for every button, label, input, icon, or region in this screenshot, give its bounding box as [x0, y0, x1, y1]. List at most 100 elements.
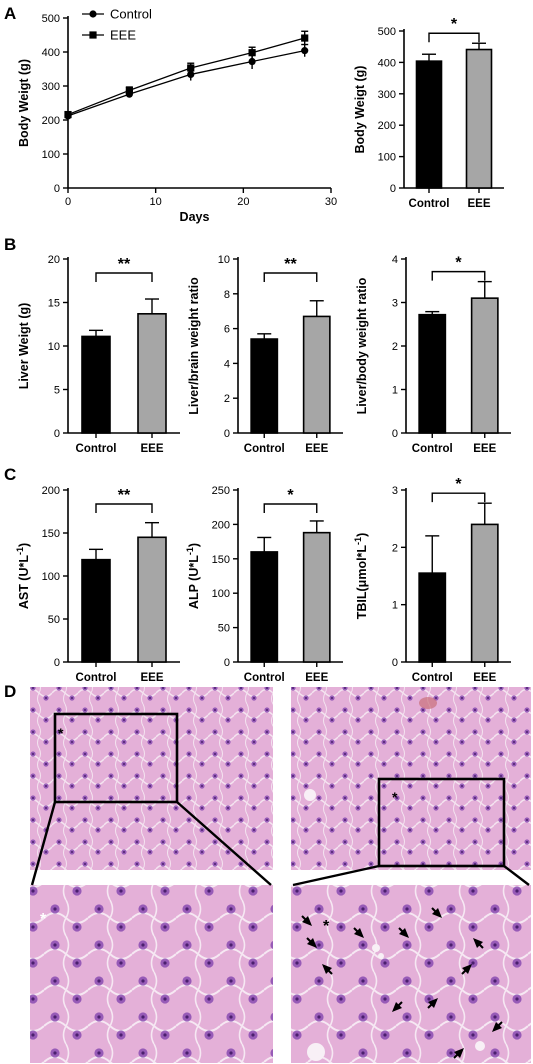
arrow-icon — [392, 1001, 403, 1012]
x-tick-label: EEE — [473, 672, 496, 684]
y-tick-label: 150 — [212, 554, 230, 566]
y-tick-label: 1 — [392, 385, 398, 397]
arrow-head — [492, 1022, 502, 1032]
chart-b1: 0 5 10 15 20 Liver Weigt (g) Control EEE ** — [17, 254, 180, 455]
x-tick-label: Control — [244, 672, 285, 684]
arrow-icon — [301, 915, 312, 926]
x-tick-label: EEE — [305, 443, 328, 455]
y-tick-label: 100 — [378, 152, 396, 164]
x-tick-label: 10 — [150, 196, 162, 208]
micrograph-asterisk: * — [323, 918, 330, 935]
y-tick-label: 1 — [392, 600, 398, 612]
point-eee — [301, 34, 309, 42]
y-tick-label: 0 — [392, 428, 398, 440]
micrograph-control-zoom — [30, 885, 273, 1063]
zoom-line — [503, 865, 530, 886]
chart-a-line: 0 100 200 300 400 500 Body Weigt (g) 0 10 20 30 Day… — [17, 7, 337, 225]
arrow-icon — [492, 1021, 503, 1032]
arrow-head — [302, 916, 312, 926]
point-control — [187, 70, 195, 79]
chart-c1: 0 50 100 150 200 AST (U*L-1) Control EEE ** — [15, 485, 180, 684]
x-tick-label: 20 — [237, 196, 249, 208]
legend-label-control: Control — [110, 7, 152, 22]
bar-eee — [470, 297, 499, 434]
y-tick-label: 300 — [42, 81, 60, 93]
legend-marker-square — [89, 31, 97, 39]
arrow-icon — [461, 964, 472, 975]
y-axis-label: ALP (U*L-1) — [185, 543, 201, 609]
y-tick-label: 6 — [224, 324, 230, 336]
x-axis-label: Days — [180, 210, 210, 224]
panel-letter-d: D — [4, 682, 16, 701]
significance-label: * — [455, 476, 462, 493]
arrow-icon — [453, 1048, 464, 1059]
panel-letter-a: A — [4, 4, 16, 23]
y-tick-label: 10 — [218, 254, 230, 266]
bar-control — [415, 60, 443, 189]
y-tick-label: 2 — [224, 393, 230, 405]
y-axis-label: Body Weigt (g) — [17, 59, 31, 147]
y-tick-label: 400 — [378, 57, 396, 69]
y-tick-label: 15 — [48, 298, 60, 310]
y-tick-label: 0 — [54, 657, 60, 669]
arrow-icon — [306, 937, 317, 948]
arrow-head — [428, 998, 438, 1008]
significance-bracket — [95, 272, 153, 282]
arrow-icon — [322, 964, 333, 975]
significance-bracket — [431, 492, 486, 503]
point-eee — [248, 49, 256, 57]
chart-b2: 0 2 4 6 8 10 Liver/brain weight ratio Control EE… — [187, 254, 343, 455]
y-tick-label: 4 — [392, 254, 398, 266]
y-tick-label: 2 — [392, 341, 398, 353]
zoom-line — [30, 801, 57, 886]
y-tick-label: 0 — [390, 183, 396, 195]
y-tick-label: 200 — [42, 115, 60, 127]
chart-b3: 0 1 2 3 4 Liver/body weight ratio Control EEE * — [355, 254, 511, 455]
bar-control — [250, 551, 279, 663]
chart-a-bar: 0 100 200 300 400 500 Body Weigt (g) Control EEE… — [353, 16, 504, 210]
arrow-head — [462, 964, 472, 974]
panel-d-micrographs: * * * * — [30, 687, 531, 1063]
significance-bracket — [431, 270, 486, 281]
point-control — [301, 47, 309, 55]
x-tick-label: EEE — [467, 198, 490, 210]
bar-eee — [302, 531, 331, 663]
arrow-head — [392, 1002, 402, 1012]
vessel-lumen — [419, 697, 437, 709]
y-tick-label: 3 — [392, 485, 398, 497]
y-tick-label: 0 — [224, 428, 230, 440]
y-axis-label: TBIL(μmol*L-1) — [353, 533, 369, 620]
x-tick-label: Control — [409, 198, 450, 210]
x-tick-label: 30 — [325, 196, 337, 208]
inset-box-control — [53, 712, 179, 804]
y-tick-label: 100 — [212, 588, 230, 600]
y-axis-label: AST (U*L-1) — [15, 543, 31, 609]
y-tick-label: 0 — [54, 428, 60, 440]
y-tick-label: 3 — [392, 298, 398, 310]
significance-label: * — [451, 16, 458, 33]
significance-label: ** — [284, 256, 297, 273]
vessel-lumen — [304, 789, 316, 801]
vessel-lumen — [307, 1043, 325, 1061]
arrow-head — [432, 908, 442, 918]
vacuole — [475, 1041, 485, 1051]
significance-label: ** — [118, 256, 131, 273]
vacuole — [372, 944, 380, 952]
micrograph-asterisk: * — [58, 725, 64, 741]
significance-label: * — [287, 487, 294, 504]
y-tick-label: 0 — [54, 183, 60, 195]
y-tick-label: 500 — [42, 13, 60, 25]
x-tick-label: Control — [412, 672, 453, 684]
bar-eee — [302, 315, 331, 434]
arrow-head — [473, 938, 483, 948]
y-tick-label: 200 — [42, 485, 60, 497]
y-tick-label: 400 — [42, 47, 60, 59]
y-tick-label: 2 — [392, 542, 398, 554]
panel-letter-b: B — [4, 235, 16, 254]
inset-box-eee — [377, 777, 506, 868]
y-tick-label: 4 — [224, 358, 230, 370]
y-tick-label: 20 — [48, 254, 60, 266]
y-tick-label: 50 — [48, 614, 60, 626]
significance-bracket — [428, 32, 480, 43]
